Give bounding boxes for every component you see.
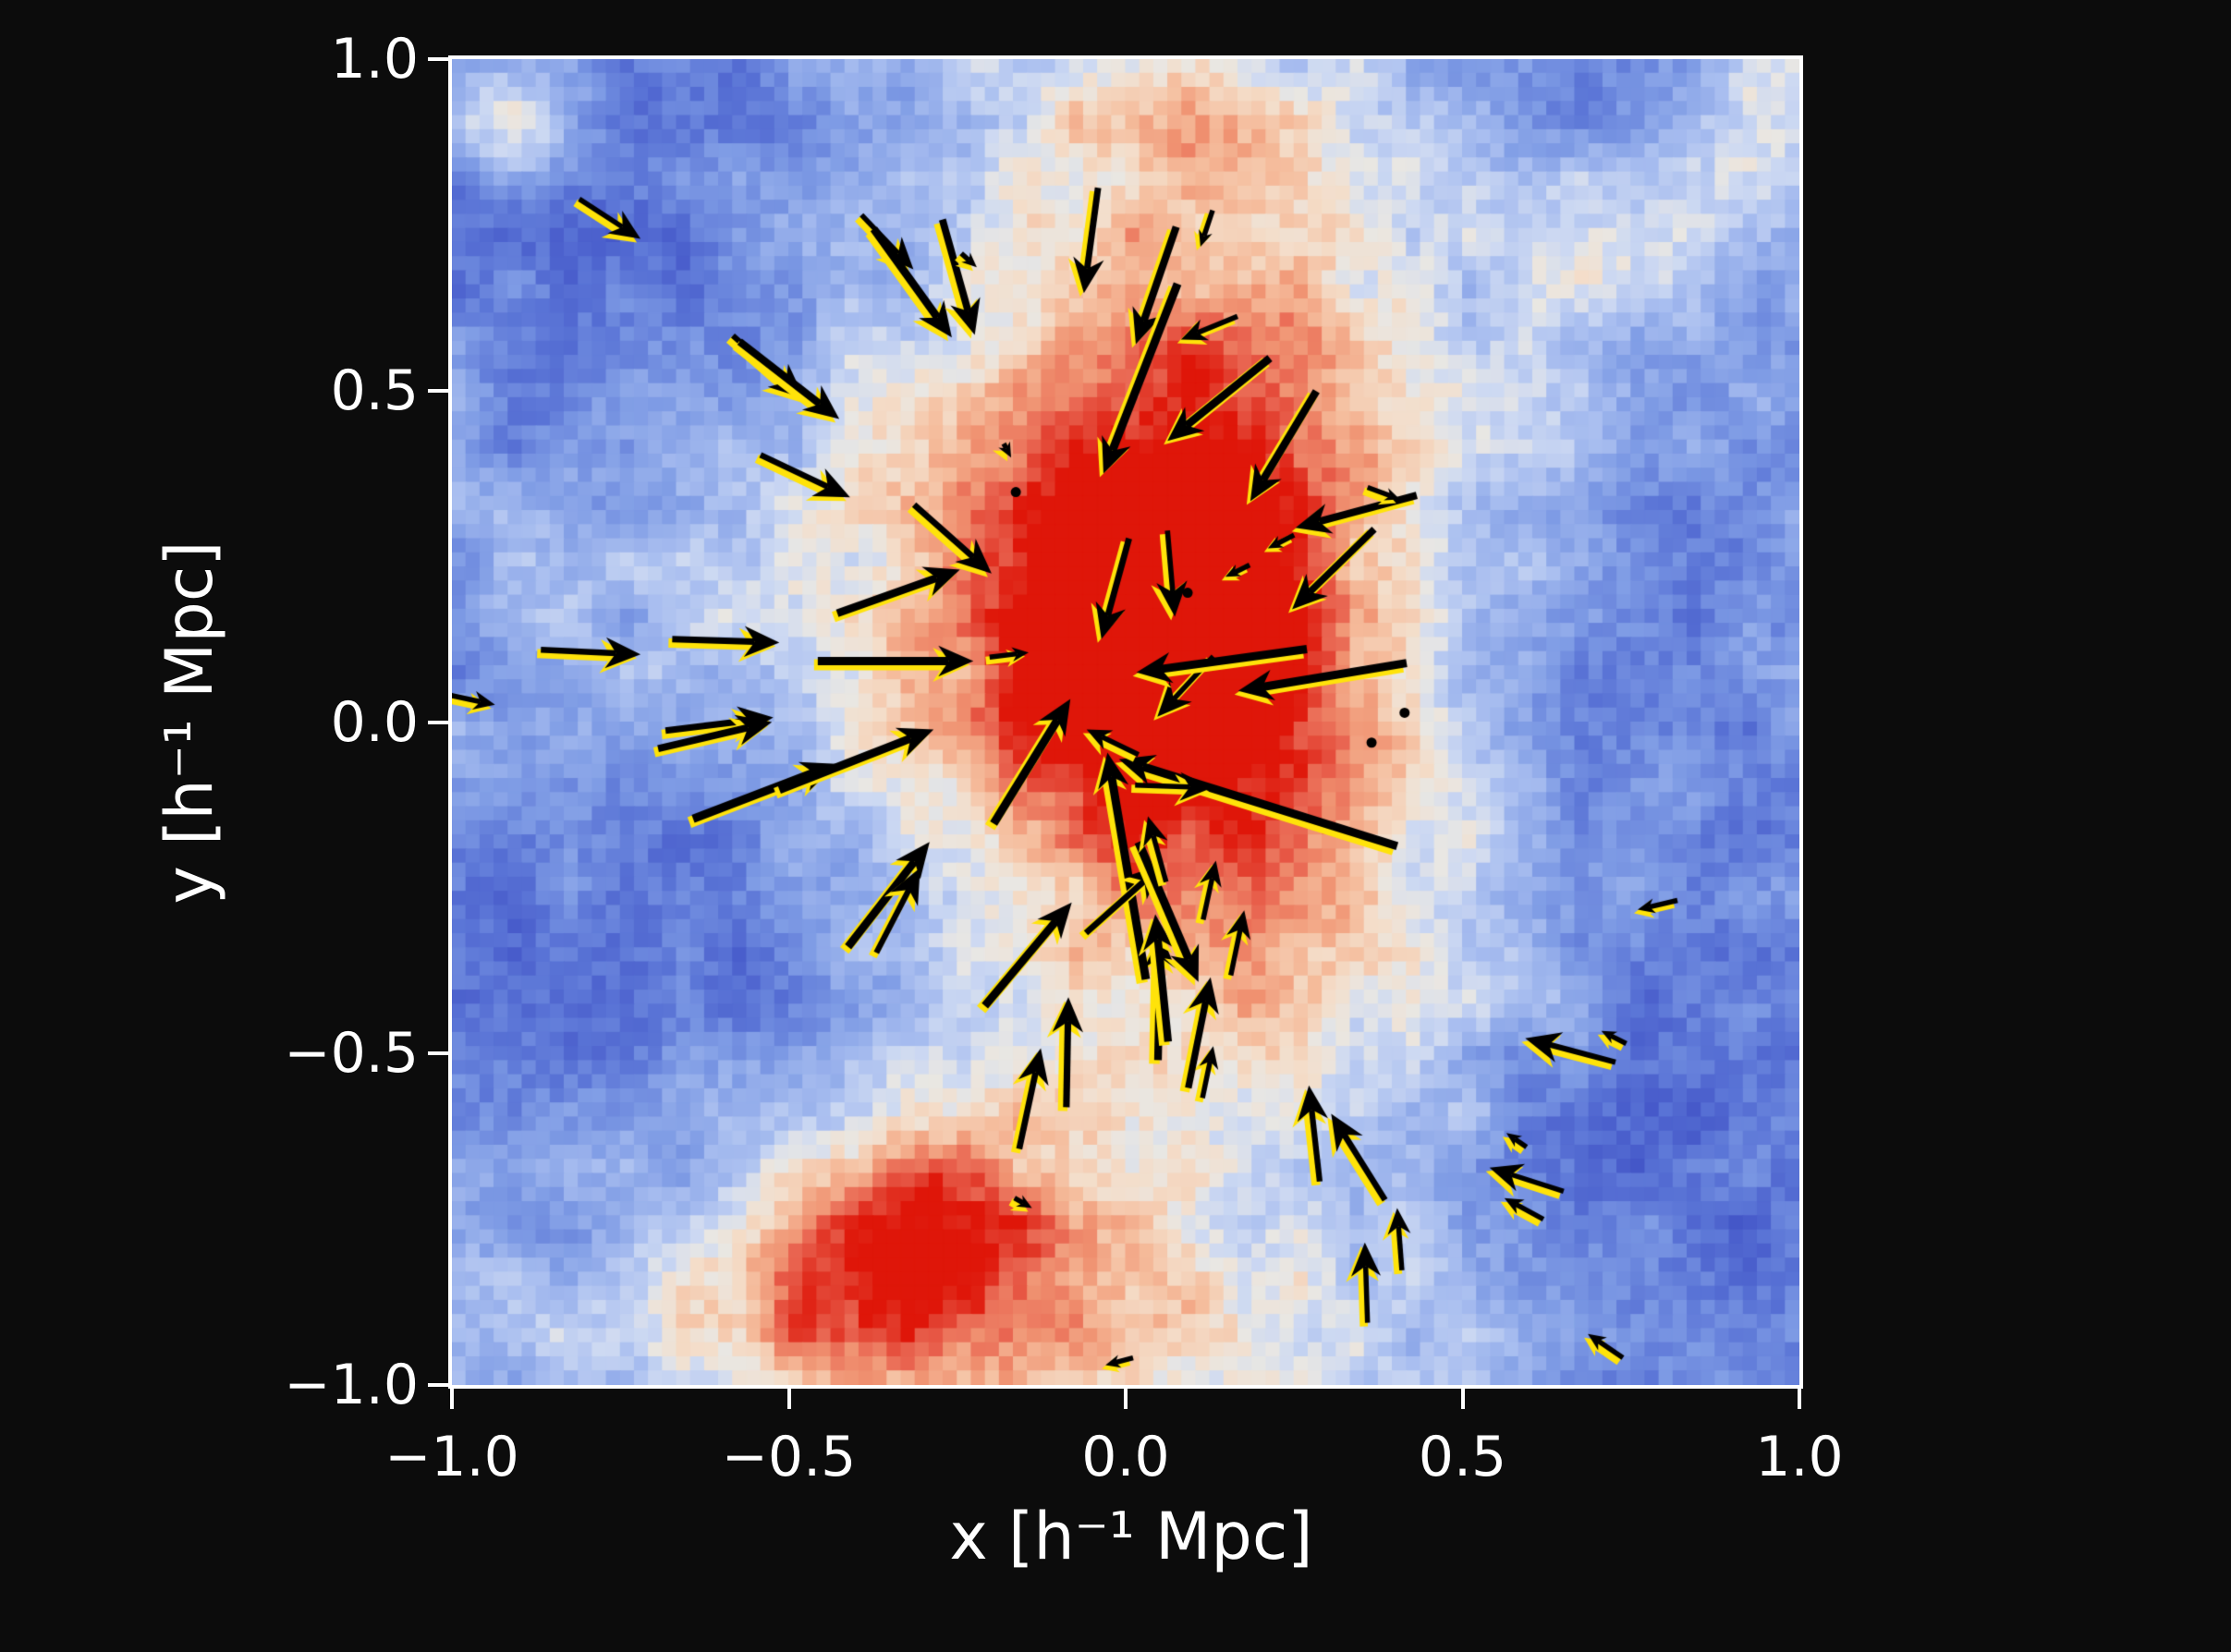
x-tick-label: 0.0 [1081, 1425, 1170, 1489]
plot-frame [448, 55, 1803, 1389]
x-tick-label: 0.5 [1418, 1425, 1507, 1489]
y-axis-label: y [h⁻¹ Mpc] [152, 540, 227, 905]
y-tick [428, 1383, 448, 1387]
x-tick-label: −1.0 [384, 1425, 519, 1489]
x-tick [450, 1389, 454, 1409]
y-tick-label: 1.0 [330, 27, 419, 91]
x-tick [1460, 1389, 1465, 1409]
x-tick [1798, 1389, 1801, 1409]
x-tick [786, 1389, 791, 1409]
x-tick-label: 1.0 [1755, 1425, 1844, 1489]
y-tick [428, 1051, 448, 1056]
x-axis-label: x [h⁻¹ Mpc] [949, 1499, 1313, 1574]
x-tick-label: −0.5 [721, 1425, 857, 1489]
y-tick-label: 0.0 [330, 689, 419, 755]
x-tick [1124, 1389, 1128, 1409]
density-map-canvas [452, 59, 1799, 1385]
y-tick [428, 720, 448, 724]
y-tick-label: −0.5 [284, 1021, 419, 1087]
y-tick-label: −1.0 [284, 1353, 419, 1417]
y-tick [428, 57, 448, 61]
y-tick [428, 388, 448, 393]
y-tick-label: 0.5 [330, 358, 419, 423]
